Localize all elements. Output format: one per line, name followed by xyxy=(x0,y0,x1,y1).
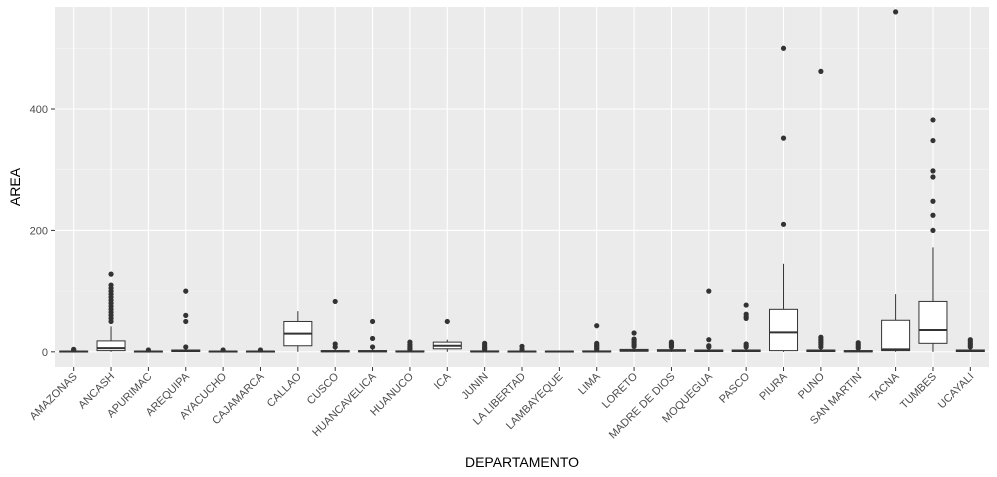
box-huancavelica xyxy=(358,318,388,353)
outlier-point xyxy=(332,341,338,347)
outlier-point xyxy=(183,344,189,350)
box-ancash xyxy=(96,271,126,352)
x-tick-label: PASCO xyxy=(717,370,752,405)
outlier-point xyxy=(631,330,637,336)
outlier-point xyxy=(930,168,936,174)
outlier-point xyxy=(369,344,376,350)
outlier-point xyxy=(668,339,675,345)
outlier-point xyxy=(706,288,712,294)
box-apurimac xyxy=(133,347,163,353)
box-ica xyxy=(432,318,462,352)
box-junin xyxy=(470,340,500,353)
x-tick-label: MADRE DE DIOS xyxy=(607,371,678,442)
box-ayacucho xyxy=(208,347,238,353)
box-arequipa xyxy=(171,288,201,353)
box-moquegua xyxy=(694,288,724,353)
x-tick-label: JUNIN xyxy=(459,371,490,402)
box-la-libertad xyxy=(507,343,537,353)
box-san-martin xyxy=(843,340,873,353)
outlier-point xyxy=(369,335,376,342)
x-axis-title: DEPARTAMENTO xyxy=(465,454,579,470)
outlier-point xyxy=(818,334,824,340)
outlier-point xyxy=(444,318,450,325)
box-cusco xyxy=(320,298,350,353)
box-huanuco xyxy=(395,339,425,353)
outlier-point xyxy=(930,174,936,180)
y-tick-label: 200 xyxy=(30,225,48,237)
x-tick-label: HUANCAVELICA xyxy=(310,370,379,439)
outlier-point xyxy=(743,302,749,308)
outlier-point xyxy=(631,336,637,342)
outlier-point xyxy=(257,347,264,353)
outlier-point xyxy=(930,212,936,218)
outlier-point xyxy=(930,198,936,204)
x-tick-label: AMAZONAS xyxy=(28,371,80,423)
box-lima xyxy=(582,323,612,353)
outlier-point xyxy=(332,298,338,305)
x-tick-label: TUMBES xyxy=(898,371,939,412)
x-tick-label: CALLAO xyxy=(265,370,304,409)
box-lambayeque xyxy=(544,350,574,353)
box-callao xyxy=(283,311,313,352)
box-puno xyxy=(806,68,836,353)
outlier-point xyxy=(706,343,712,349)
outlier-point xyxy=(930,227,936,234)
outlier-point xyxy=(407,339,413,345)
outlier-point xyxy=(108,282,114,288)
box-body xyxy=(918,300,948,344)
outlier-point xyxy=(818,68,824,74)
boxes-layer xyxy=(59,9,985,353)
y-axis-title: AREA xyxy=(7,167,23,206)
x-tick-label: TACNA xyxy=(867,370,902,405)
box-body xyxy=(96,340,126,352)
box-body xyxy=(881,319,911,352)
x-tick-label: CUSCO xyxy=(305,370,342,407)
box-madre-de-dios xyxy=(656,339,686,352)
outlier-point xyxy=(183,312,189,318)
outlier-point xyxy=(780,221,787,227)
outlier-point xyxy=(369,318,376,325)
box-cajamarca xyxy=(245,347,275,353)
box-ucayali xyxy=(955,337,985,353)
x-tick-label: PUNO xyxy=(796,370,827,401)
box-pasco xyxy=(731,302,761,353)
outlier-point xyxy=(780,45,787,51)
outlier-point xyxy=(220,347,226,353)
outlier-point xyxy=(145,347,151,353)
outlier-point xyxy=(594,323,600,329)
outlier-point xyxy=(519,343,525,349)
x-tick-label: ICA xyxy=(432,370,454,392)
outlier-point xyxy=(594,340,600,346)
box-piura xyxy=(769,45,799,352)
box-tacna xyxy=(881,9,911,352)
outlier-point xyxy=(743,341,749,347)
outlier-point xyxy=(108,271,114,277)
outlier-point xyxy=(482,340,488,346)
outlier-point xyxy=(893,9,899,15)
y-tick-label: 0 xyxy=(42,347,48,359)
outlier-point xyxy=(706,337,712,343)
outlier-point xyxy=(855,340,861,346)
outlier-point xyxy=(967,337,973,343)
x-tick-label: LIMA xyxy=(576,370,603,397)
x-tick-label: UCAYALI xyxy=(936,371,977,412)
outlier-point xyxy=(780,135,787,141)
box-tumbes xyxy=(918,117,948,352)
y-tick-label: 400 xyxy=(30,104,48,116)
box-amazonas xyxy=(59,346,89,353)
outlier-point xyxy=(930,137,936,144)
box-body xyxy=(769,308,799,352)
outlier-point xyxy=(930,117,936,123)
outlier-point xyxy=(71,346,77,352)
x-tick-label: PIURA xyxy=(757,370,790,403)
outlier-point xyxy=(743,311,749,317)
outlier-point xyxy=(183,288,189,294)
box-loreto xyxy=(619,330,649,352)
outlier-point xyxy=(183,318,189,325)
